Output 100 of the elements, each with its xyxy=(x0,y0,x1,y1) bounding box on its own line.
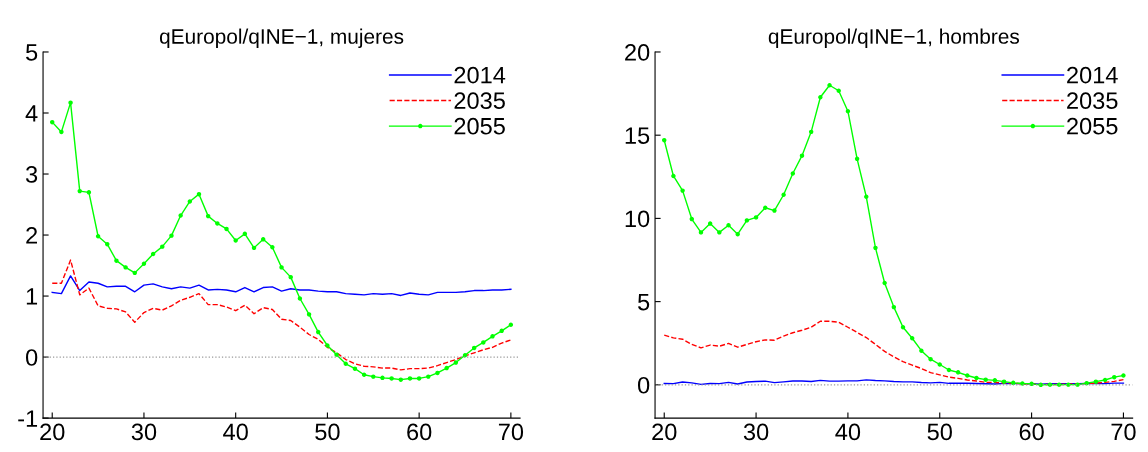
point xyxy=(205,213,211,219)
point xyxy=(799,153,805,158)
point xyxy=(689,216,695,222)
point xyxy=(1093,379,1099,384)
y-tick-label: 15 xyxy=(625,127,650,144)
point xyxy=(891,304,897,310)
line-series xyxy=(663,320,1125,386)
point xyxy=(251,245,257,251)
point xyxy=(187,199,193,204)
point xyxy=(744,218,750,223)
point xyxy=(471,345,477,351)
y-tick-label: 0 xyxy=(25,349,38,366)
point xyxy=(992,378,998,383)
x-tick-label: 30 xyxy=(131,423,157,441)
point xyxy=(1029,381,1034,387)
point xyxy=(279,265,284,270)
y-tick-label: 0 xyxy=(637,376,650,394)
legend-label: 2035 xyxy=(1067,92,1118,110)
x-tick-label: 20 xyxy=(40,423,65,441)
point xyxy=(707,221,713,226)
x-tick-label: 60 xyxy=(1019,423,1044,441)
x-tick-label: 60 xyxy=(407,423,432,441)
point xyxy=(150,251,156,257)
point xyxy=(717,230,722,235)
point xyxy=(845,109,851,114)
x-tick-label: 70 xyxy=(1111,423,1136,441)
point xyxy=(1066,382,1071,387)
point xyxy=(233,238,238,243)
point xyxy=(698,230,704,235)
point xyxy=(160,244,165,249)
point xyxy=(983,377,988,382)
point xyxy=(270,245,275,250)
point xyxy=(316,329,321,335)
point xyxy=(453,360,459,365)
point xyxy=(836,88,841,93)
x-tick-label: 40 xyxy=(835,423,861,441)
x-tick-label: 20 xyxy=(652,423,677,441)
point xyxy=(59,129,64,135)
point xyxy=(1102,377,1108,383)
point xyxy=(50,119,55,125)
point xyxy=(753,215,759,220)
point xyxy=(508,322,514,327)
x-tick-label: 50 xyxy=(927,423,952,441)
x-tick-label: 30 xyxy=(743,423,769,441)
point xyxy=(1047,382,1053,387)
point xyxy=(169,233,174,238)
line-series xyxy=(51,259,512,371)
point xyxy=(808,129,814,135)
point xyxy=(937,362,942,367)
point xyxy=(95,234,101,239)
point xyxy=(662,137,667,143)
line-series xyxy=(51,275,512,297)
point xyxy=(499,328,504,334)
y-tick-label: 2 xyxy=(26,227,37,244)
point xyxy=(398,377,404,382)
y-tick-label: 5 xyxy=(638,293,650,311)
point xyxy=(900,325,906,330)
point xyxy=(141,261,147,266)
y-tick-label: 10 xyxy=(625,210,650,228)
point xyxy=(297,296,303,301)
x-tick-label: 50 xyxy=(315,423,340,441)
point xyxy=(196,191,202,197)
y-tick-label: 20 xyxy=(625,44,650,61)
point xyxy=(946,367,952,373)
point xyxy=(481,340,486,345)
chart-title: qEuropol/qINE−1, mujeres xyxy=(159,28,404,48)
point xyxy=(827,83,832,88)
point xyxy=(380,375,385,381)
point xyxy=(343,361,348,367)
point xyxy=(781,192,786,197)
point xyxy=(77,188,82,194)
point xyxy=(735,231,740,237)
point xyxy=(818,95,823,100)
point xyxy=(407,376,413,381)
point xyxy=(1001,379,1007,384)
x-tick-label: 40 xyxy=(223,423,248,441)
legend-label: 2055 xyxy=(454,117,505,135)
point xyxy=(928,356,933,362)
point xyxy=(763,205,768,210)
point xyxy=(1112,374,1117,380)
point xyxy=(416,376,422,381)
point xyxy=(132,270,138,276)
point xyxy=(325,343,330,348)
point xyxy=(1011,380,1016,386)
point xyxy=(123,265,128,270)
x-tick-label: 70 xyxy=(498,423,524,441)
point xyxy=(68,100,73,105)
point xyxy=(288,274,293,280)
point xyxy=(86,190,92,195)
point xyxy=(361,372,367,377)
point xyxy=(974,375,979,381)
point xyxy=(334,352,339,357)
point xyxy=(260,237,266,242)
point xyxy=(224,226,229,232)
point xyxy=(882,280,887,286)
point xyxy=(435,370,440,376)
point xyxy=(680,188,685,193)
point xyxy=(772,208,777,213)
point xyxy=(242,231,248,237)
legend-label: 2014 xyxy=(1067,66,1118,84)
